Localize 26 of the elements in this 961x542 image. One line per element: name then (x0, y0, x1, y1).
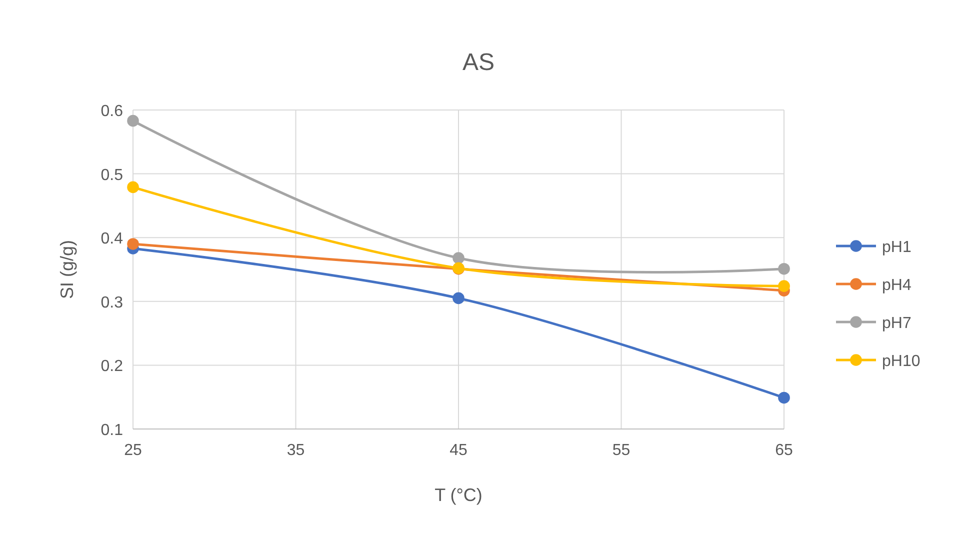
x-tick-label: 65 (775, 442, 793, 459)
x-tick-label: 25 (124, 442, 142, 459)
point (127, 238, 139, 250)
chart-title: AS (462, 49, 495, 76)
point (127, 181, 139, 194)
x-tick-label: 45 (450, 442, 468, 459)
legend-label: pH10 (882, 353, 920, 370)
legend-label: pH4 (882, 277, 912, 294)
y-axis-title: SI (g/g) (57, 240, 77, 300)
point (452, 292, 464, 304)
legend-label: pH1 (882, 239, 912, 256)
point (452, 252, 464, 264)
y-tick-label: 0.6 (100, 103, 124, 120)
point (778, 262, 790, 275)
point (778, 280, 790, 292)
x-tick-label: 55 (612, 442, 630, 459)
point (127, 114, 139, 127)
y-tick-label: 0.1 (100, 422, 124, 439)
y-tick-label: 0.3 (100, 294, 124, 312)
x-axis-title: T (°C) (434, 485, 482, 505)
y-tick-label: 0.5 (100, 166, 124, 184)
legend-label: pH7 (882, 315, 912, 332)
y-tick-label: 0.2 (100, 358, 124, 376)
x-tick-label: 35 (286, 442, 305, 459)
y-tick-label: 0.4 (100, 230, 124, 248)
point (778, 392, 790, 404)
